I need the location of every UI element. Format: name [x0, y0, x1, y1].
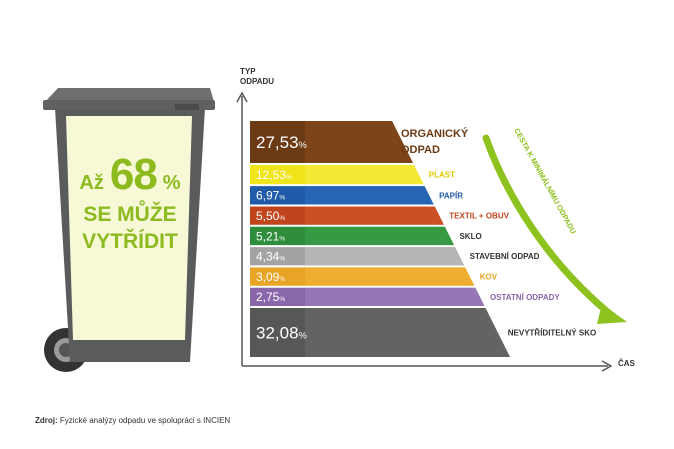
bar-highlight-2: [305, 186, 434, 205]
value-label-8: 32,08%: [256, 324, 307, 343]
bin-label-panel: [66, 116, 192, 340]
source-note: Zdroj: Fyzické analýzy odpadu ve spolupr…: [35, 416, 230, 425]
bar-highlight-3: [305, 206, 444, 225]
x-axis-label: ČAS: [618, 359, 636, 368]
category-label-0-1: ODPAD: [401, 144, 440, 156]
category-label-6: KOV: [480, 273, 498, 282]
minimal-waste-arrow: [482, 134, 619, 322]
bin-percent-sign: %: [162, 172, 181, 194]
value-label-7: 2,75%: [256, 290, 285, 304]
category-label-8: NEVYTŘÍDITELNÝ SKO: [508, 329, 596, 338]
bin-prefix: Až: [79, 172, 104, 194]
category-label-0-0: ORGANICKÝ: [401, 127, 469, 140]
source-text: Fyzické analýzy odpadu ve spolupráci s I…: [57, 416, 231, 425]
category-label-1: PLAST: [429, 171, 455, 180]
bin-percent-value: 68: [109, 150, 158, 199]
value-label-6: 3,09%: [256, 270, 285, 284]
value-label-2: 6,97%: [256, 189, 285, 203]
value-label-5: 4,34%: [256, 250, 285, 264]
value-label-1: 12,53%: [256, 168, 292, 182]
y-axis-arrowhead: [236, 91, 248, 103]
category-label-3: TEXTIL + OBUV: [449, 212, 509, 221]
bar-highlight-5: [305, 247, 465, 266]
y-axis-label-line1: TYP: [240, 67, 256, 76]
bin-headline: Až 68 %: [70, 150, 190, 199]
bar-highlight-1: [305, 165, 424, 185]
bar-highlight-8: [305, 308, 510, 357]
value-label-4: 5,21%: [256, 229, 285, 243]
bar-highlight-4: [305, 226, 455, 246]
category-label-4: SKLO: [459, 232, 481, 241]
bar-highlight-6: [305, 267, 475, 286]
source-label: Zdroj:: [35, 416, 58, 425]
y-axis-label-line2: ODPADU: [240, 77, 274, 86]
bin-lid: [45, 88, 214, 102]
x-axis-arrowhead: [601, 360, 613, 372]
value-label-0: 27,53%: [256, 133, 307, 152]
category-label-2: PAPÍR: [439, 191, 463, 200]
minimal-waste-arrowhead: [597, 304, 627, 324]
bin-line3: VYTŘÍDIT: [82, 230, 178, 253]
category-label-5: STAVEBNÍ ODPAD: [470, 252, 540, 261]
bin-line2: SE MŮŽE: [83, 203, 177, 226]
value-label-3: 5,50%: [256, 209, 285, 223]
bars-group: 27,53% ORGANICKÝ ODPAD 12,53% PLAST 6,97% PAPÍ…: [250, 121, 596, 357]
bar-highlight-7: [305, 287, 485, 307]
bar-highlight-0: [305, 121, 414, 164]
category-label-7: OSTATNÍ ODPADY: [490, 293, 560, 302]
